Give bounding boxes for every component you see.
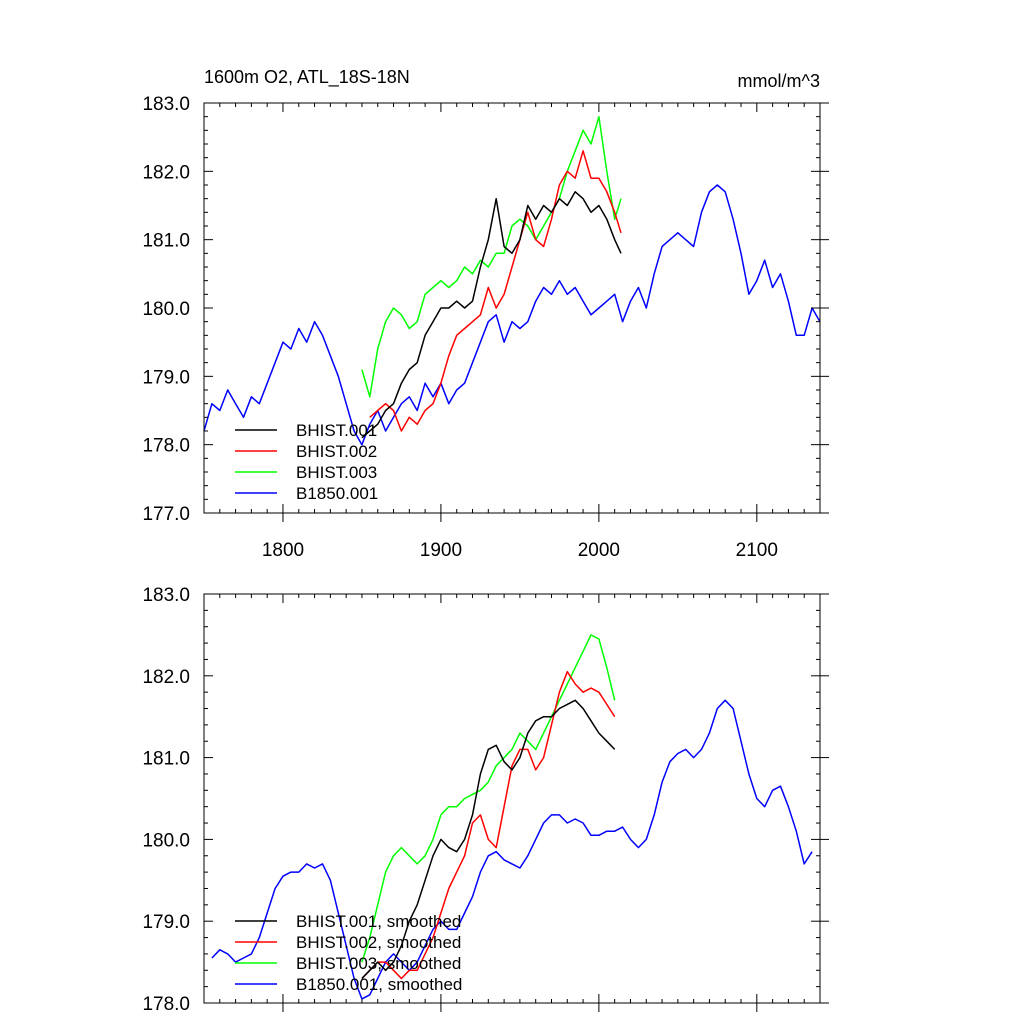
series-line-1 (361, 670, 616, 980)
legend-label-2: BHIST.003 (296, 463, 377, 482)
axes: 1800 1900 2000 2100 177.0 178.0 179.0 180.0 181.… (142, 94, 829, 561)
lower-chart: 178.0 179.0 180.0 181.0 182.0 183.0 BHIST.001… (142, 585, 829, 1015)
y-tick-label: 178.0 (142, 436, 190, 457)
y-tick-label: 181.0 (142, 749, 190, 770)
x-tick-label: 2000 (578, 540, 620, 561)
series-line-2 (361, 634, 616, 963)
legend-label-2: BHIST.003, smoothed (296, 954, 461, 973)
y-tick-label: 181.0 (142, 231, 190, 252)
y-tick-label: 177.0 (142, 504, 190, 525)
series-layer (204, 115, 820, 446)
series-line-3 (211, 699, 813, 1000)
legend-label-3: B1850.001 (296, 484, 378, 503)
y-tick-label: 182.0 (142, 162, 190, 183)
series-line-0 (361, 191, 622, 439)
legend-label-0: BHIST.001 (296, 421, 377, 440)
legend: BHIST.001, smoothed BHIST.002, smoothed BH… (235, 912, 462, 994)
y-tick-label: 178.0 (142, 994, 190, 1015)
plot-frame (203, 593, 821, 1004)
axes: 178.0 179.0 180.0 181.0 182.0 183.0 (142, 585, 829, 1015)
x-tick-label: 2100 (736, 540, 778, 561)
series-line-3 (204, 184, 820, 446)
chart-title: 1600m O2, ATL_18S-18N (204, 67, 410, 88)
y-tick-label: 179.0 (142, 367, 190, 388)
upper-chart: 1600m O2, ATL_18S-18N mmol/m^3 1800 1900 2… (142, 67, 829, 561)
units-label: mmol/m^3 (738, 71, 820, 91)
y-tick-label: 179.0 (142, 912, 190, 933)
y-tick-label: 180.0 (142, 830, 190, 851)
legend-label-1: BHIST.002, smoothed (296, 933, 461, 952)
y-tick-label: 180.0 (142, 299, 190, 320)
y-tick-label: 183.0 (142, 94, 190, 115)
legend-label-0: BHIST.001, smoothed (296, 912, 461, 931)
series-line-0 (361, 699, 616, 980)
x-tick-label: 1800 (262, 540, 304, 561)
series-layer (211, 634, 813, 1000)
series-line-1 (369, 150, 622, 432)
y-tick-label: 182.0 (142, 667, 190, 688)
legend: BHIST.001 BHIST.002 BHIST.003 B1850.001 (235, 421, 378, 503)
series-line-2 (361, 115, 622, 398)
x-tick-label: 1900 (420, 540, 462, 561)
legend-label-3: B1850.001, smoothed (296, 975, 462, 994)
y-tick-label: 183.0 (142, 585, 190, 606)
legend-label-1: BHIST.002 (296, 442, 377, 461)
